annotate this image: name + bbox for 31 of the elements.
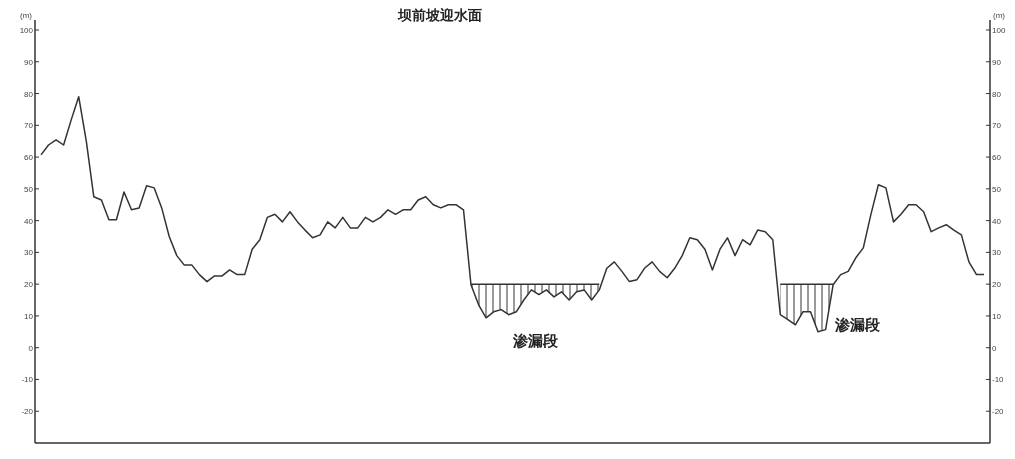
y2-tick-label: -20 [992, 407, 1005, 417]
y-tick-label: 70 [24, 121, 34, 131]
y-tick-label: 90 [24, 57, 34, 67]
y-tick-label: 50 [24, 184, 34, 194]
y-tick-label: 40 [24, 216, 34, 226]
y2-tick-label: 80 [992, 89, 1002, 99]
y2-tick-label: 10 [992, 311, 1002, 321]
y2-tick-label: 70 [992, 121, 1002, 131]
y-tick-label: 0 [28, 343, 34, 353]
y-tick-label: 20 [24, 280, 34, 290]
y2-tick-label: 40 [992, 216, 1002, 226]
y2-tick-label: 0 [992, 343, 997, 353]
y-axis-title: (m) [20, 11, 33, 20]
chart-title: 坝前坡迎水面 [397, 7, 482, 23]
y2-tick-label: 20 [992, 280, 1002, 290]
y-tick-label: 30 [24, 248, 34, 258]
y2-tick-label: -10 [992, 375, 1005, 385]
y2-tick-label: 90 [992, 57, 1002, 67]
y-tick-label: 60 [24, 153, 34, 163]
y-tick-label: 10 [24, 311, 34, 321]
y2-tick-label: 50 [992, 184, 1002, 194]
annotation: 渗漏段 [511, 331, 559, 349]
annotation: 渗漏段 [834, 315, 882, 333]
y-tick-label: 100 [19, 26, 34, 35]
y-tick-label: -10 [21, 375, 34, 385]
y-tick-label: 80 [24, 89, 34, 99]
y-tick-label: -20 [21, 407, 34, 417]
y2-tick-label: 60 [992, 153, 1002, 163]
y2-tick-label: 30 [992, 248, 1002, 258]
y2-axis-title: (m) [993, 11, 1006, 20]
y2-tick-label: 100 [992, 26, 1006, 35]
